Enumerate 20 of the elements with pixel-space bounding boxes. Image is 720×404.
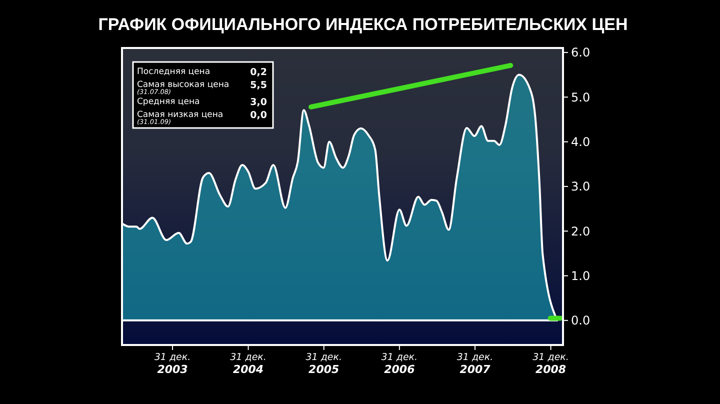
y-tick-label: 3.0 (571, 180, 590, 194)
y-tick-label: 4.0 (571, 134, 590, 149)
y-tick-label: 6.0 (571, 46, 590, 60)
annotation: 0,0 (250, 110, 268, 121)
x-tick-label: 31 дек. 2003 (154, 352, 191, 376)
chart-title: ГРАФИК ОФИЦИАЛЬНОГО ИНДЕКСА ПОТРЕБИТЕЛЬСКИХ ЦЕН (98, 15, 628, 34)
annotation: 3,0 (250, 97, 268, 108)
annotation: 0,2 (250, 67, 267, 78)
x-tick-label: 31 дек. 2007 (456, 352, 494, 376)
x-tick-label: 31 дек. 2005 (306, 352, 342, 376)
y-tick-label: 1.0 (571, 268, 590, 283)
annotation: 5,5 (250, 80, 267, 91)
x-tick-label: 31 дек. 2004 (230, 352, 266, 376)
y-tick-label: 2.0 (571, 224, 590, 238)
y-tick-label: 5.0 (571, 90, 590, 104)
annotation: Последняя цена (137, 67, 210, 77)
annotation: Средняя цена (137, 97, 200, 107)
x-tick-label: 31 дек. 2008 (532, 352, 569, 376)
y-tick-label: 0.0 (571, 314, 590, 328)
x-tick-label: 31 дек. 2006 (381, 352, 418, 376)
